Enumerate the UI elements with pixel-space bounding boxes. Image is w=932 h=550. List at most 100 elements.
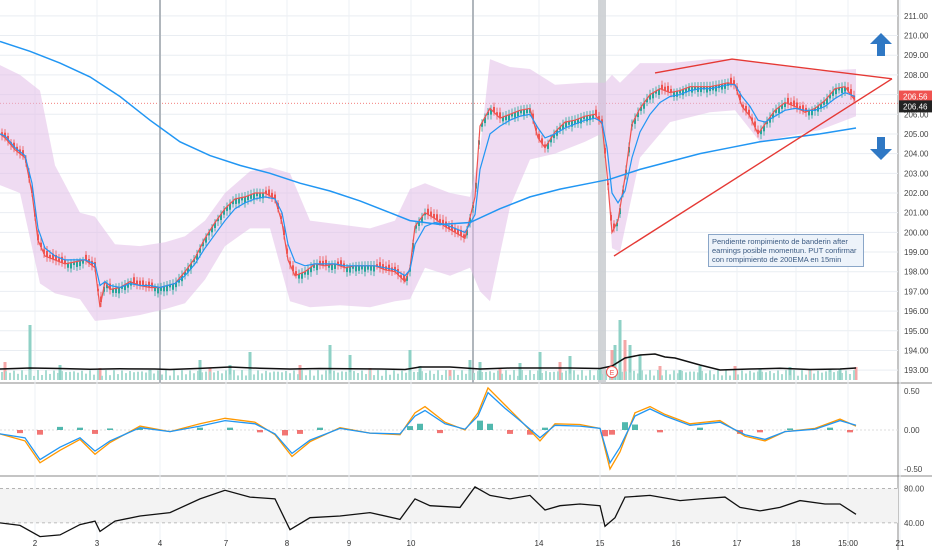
candle-body (247, 195, 249, 201)
volume-bar (589, 370, 591, 380)
candle-body (112, 288, 114, 293)
price-tick-label: 206.00 (904, 110, 929, 119)
candle-body (829, 94, 831, 99)
candle-body (55, 255, 57, 261)
candle-body (658, 89, 660, 95)
candle-body (802, 105, 804, 112)
volume-bar (385, 370, 387, 380)
volume-bar (597, 370, 599, 380)
volume-bar (105, 370, 107, 380)
candle-body (574, 120, 576, 125)
candle-body (724, 83, 726, 89)
candle-body (538, 133, 540, 140)
volume-bar (628, 345, 632, 380)
candle-body (265, 190, 267, 194)
volume-bar (353, 371, 355, 380)
macd-histogram-bar (197, 427, 203, 430)
candle-body (43, 249, 45, 254)
candle-body (676, 91, 678, 97)
volume-bar (489, 371, 491, 380)
rsi-line (0, 486, 857, 538)
macd-histogram-bar (417, 423, 423, 430)
volume-bar (325, 370, 327, 380)
volume-bar (421, 371, 423, 380)
candle-body (376, 264, 378, 267)
volume-bar (165, 370, 167, 380)
candle-body (70, 262, 72, 269)
price-tick-label: 211.00 (904, 12, 928, 21)
volume-bar (369, 370, 371, 380)
volume-bar (761, 371, 763, 380)
volume-bar (617, 372, 619, 380)
volume-bar (157, 370, 159, 380)
volume-bar (854, 367, 858, 380)
price-tick-label: 202.00 (904, 189, 929, 198)
candle-body (541, 138, 543, 144)
price-tick-label: 195.00 (904, 327, 929, 336)
volume-bar (733, 370, 735, 380)
candle-body (403, 274, 405, 281)
volume-bar (601, 374, 603, 380)
candle-body (850, 89, 852, 95)
volume-bar (273, 371, 275, 380)
volume-bar (461, 370, 463, 380)
volume-bar (313, 375, 315, 380)
volume-bar (357, 373, 359, 380)
macd-histogram-bar (77, 427, 83, 430)
volume-bar (61, 371, 63, 380)
candle-body (757, 129, 759, 134)
volume-bar (453, 370, 455, 380)
ema-slow-line (0, 84, 856, 289)
volume-bar (717, 370, 719, 380)
candle-body (577, 118, 579, 124)
time-tick-label: 2 (33, 539, 38, 548)
volume-bar (169, 375, 171, 380)
volume-bar (478, 362, 482, 380)
candle-body (106, 284, 108, 289)
volume-bar (225, 370, 227, 380)
volume-bar (409, 371, 411, 380)
volume-bar (553, 371, 555, 380)
volume-bar (757, 371, 759, 380)
candle-body (499, 112, 501, 119)
candle-body (301, 272, 303, 279)
candle-body (142, 280, 144, 287)
volume-bar (685, 372, 687, 380)
candle-body (256, 193, 258, 197)
candle-body (295, 271, 297, 276)
candle-body (124, 284, 126, 291)
candle-body (751, 117, 753, 121)
candle-body (364, 265, 366, 272)
candle-body (433, 214, 435, 218)
volume-bar (17, 373, 19, 380)
candle-body (64, 259, 66, 264)
candle-body (190, 263, 192, 270)
candle-body (733, 80, 735, 85)
macd-line (0, 391, 857, 465)
ema-price-badge-bg (899, 100, 932, 113)
candle-body (490, 109, 492, 115)
volume-bar (253, 374, 255, 380)
volume-bar (217, 370, 219, 380)
volume-bar (598, 368, 602, 380)
price-tick-label: 209.00 (904, 51, 929, 60)
candle-body (352, 266, 354, 269)
candle-body (655, 91, 657, 94)
candle-body (742, 104, 744, 108)
candle-body (496, 112, 498, 116)
volume-bar (749, 370, 751, 380)
candle-body (1, 132, 3, 136)
candle-body (664, 86, 666, 91)
candle-body (205, 236, 207, 243)
volume-bar (373, 375, 375, 380)
candle-body (253, 193, 255, 200)
candle-body (781, 104, 783, 109)
volume-bar (781, 374, 783, 380)
candle-body (700, 86, 702, 93)
candle-body (148, 281, 150, 288)
candle-body (109, 283, 111, 290)
volume-bar (33, 375, 35, 380)
volume-bar (493, 372, 495, 380)
volume-bar (613, 345, 617, 380)
